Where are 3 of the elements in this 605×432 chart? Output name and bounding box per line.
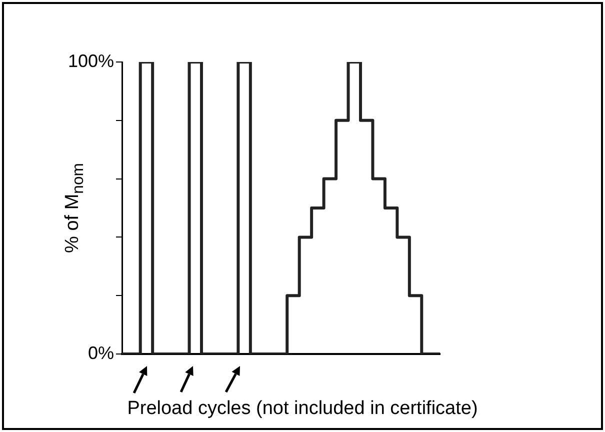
y-tick-label: 0% (88, 342, 114, 363)
text: Preload cycles (not included in certificate) (126, 398, 479, 420)
y-tick-label: 100% (68, 50, 114, 71)
